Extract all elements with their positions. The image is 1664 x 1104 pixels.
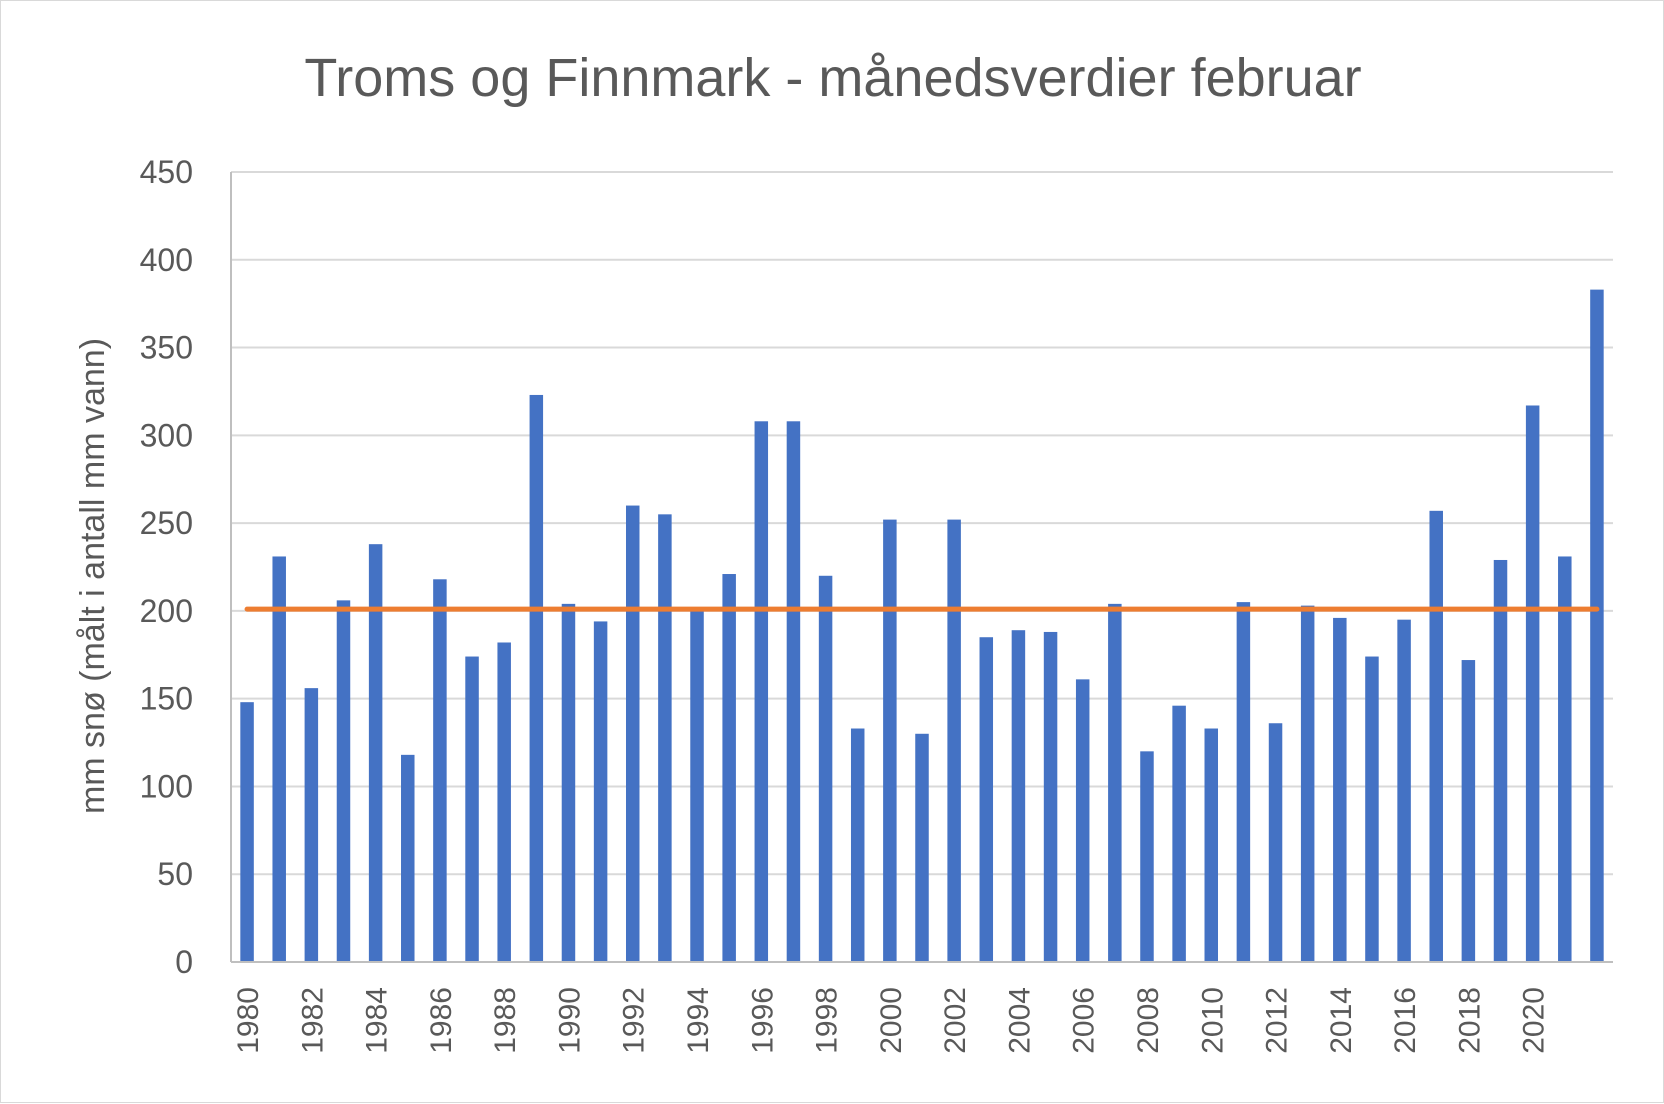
bar-1995: [722, 574, 736, 962]
x-tick-label: 2014: [1325, 987, 1358, 1054]
y-tick-label: 200: [140, 593, 193, 629]
bar-series: [240, 289, 1604, 963]
bar-1997: [786, 421, 801, 962]
bar-1990: [561, 603, 576, 962]
bar-1984: [368, 544, 383, 962]
y-tick-label: 100: [140, 768, 193, 804]
bar-2019: [1493, 559, 1508, 962]
y-tick-label: 450: [140, 154, 193, 190]
y-axis-ticks: 0 50 100 150 200 250 300 350 400 450: [140, 154, 193, 980]
bar-2000: [883, 519, 897, 962]
x-tick-label: 2020: [1518, 987, 1551, 1054]
bar-1998: [818, 575, 833, 962]
x-tick-label: 2002: [939, 987, 972, 1054]
bar-2012: [1268, 723, 1283, 962]
x-tick-label: 2006: [1068, 987, 1101, 1054]
bar-2020: [1525, 405, 1540, 962]
x-tick-label: 2016: [1389, 987, 1422, 1054]
x-tick-label: 1982: [296, 987, 329, 1054]
bar-2008: [1140, 751, 1154, 962]
bar-2005: [1043, 631, 1058, 962]
bar-2022: [1590, 289, 1604, 963]
bar-2011: [1236, 602, 1251, 962]
bar-2013: [1300, 605, 1315, 962]
bar-1992: [625, 505, 640, 962]
x-tick-label: 1996: [746, 987, 779, 1054]
bar-2021: [1558, 556, 1572, 962]
bar-1996: [754, 421, 769, 962]
x-axis-ticks: 1980 1982 1984 1986 1988 1990 1992 1994 1996 1998…: [232, 987, 1551, 1054]
x-tick-label: 1992: [618, 987, 651, 1054]
y-tick-label: 350: [140, 330, 193, 366]
x-tick-label: 2008: [1132, 987, 1165, 1054]
bar-1985: [401, 754, 415, 962]
bar-2006: [1075, 679, 1090, 962]
y-tick-label: 300: [140, 417, 193, 453]
bar-1989: [529, 394, 544, 962]
bar-2015: [1365, 656, 1379, 962]
bar-1980: [240, 702, 254, 962]
bar-2017: [1429, 510, 1443, 962]
bar-1982: [304, 688, 319, 962]
y-axis-label: mm snø (målt i antall mm vann): [74, 338, 112, 814]
y-tick-label: 150: [140, 681, 193, 717]
bar-2003: [979, 637, 994, 962]
bar-1981: [272, 556, 286, 962]
bar-1986: [433, 579, 447, 962]
bar-1991: [593, 621, 608, 962]
bar-2014: [1333, 617, 1347, 962]
bar-1994: [690, 610, 704, 962]
y-tick-label: 0: [175, 944, 193, 980]
y-tick-label: 250: [140, 505, 193, 541]
axes: [230, 172, 1613, 963]
x-tick-label: 1986: [425, 987, 458, 1054]
bar-2016: [1397, 619, 1411, 962]
x-tick-label: 1984: [361, 987, 394, 1054]
bar-1983: [336, 600, 351, 962]
x-tick-label: 2000: [875, 987, 908, 1054]
bar-2010: [1204, 728, 1219, 962]
y-tick-label: 50: [157, 856, 193, 892]
bar-2001: [915, 733, 929, 962]
bar-1993: [658, 514, 672, 962]
bar-2007: [1108, 603, 1122, 962]
x-tick-label: 1988: [489, 987, 522, 1054]
bar-2018: [1461, 660, 1476, 962]
x-tick-label: 2010: [1196, 987, 1229, 1054]
bar-2004: [1011, 630, 1026, 962]
bar-2002: [947, 519, 961, 962]
x-tick-label: 1990: [553, 987, 586, 1054]
x-tick-label: 2004: [1003, 987, 1036, 1054]
y-tick-label: 400: [140, 242, 193, 278]
x-tick-label: 1994: [682, 987, 715, 1054]
bar-1987: [465, 656, 479, 962]
x-tick-label: 1998: [811, 987, 844, 1054]
bar-2009: [1172, 705, 1186, 962]
bar-1999: [850, 728, 865, 962]
x-tick-label: 2012: [1261, 987, 1294, 1054]
x-tick-label: 2018: [1453, 987, 1486, 1054]
x-tick-label: 1980: [232, 987, 265, 1054]
bar-1988: [497, 642, 511, 962]
chart-title: Troms og Finnmark - månedsverdier februa…: [304, 48, 1361, 108]
